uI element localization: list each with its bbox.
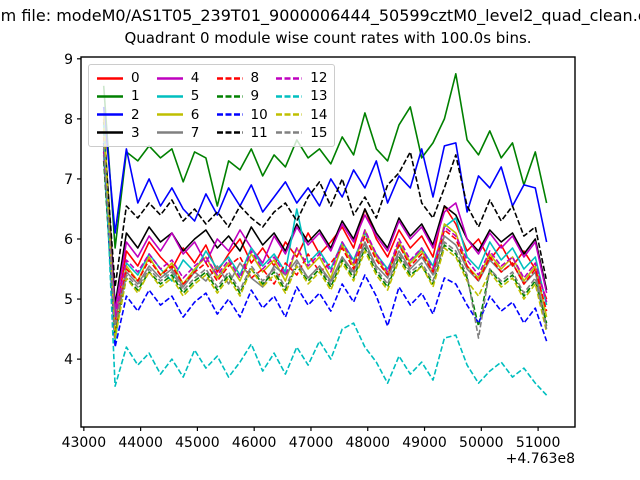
legend-label: 11: [250, 124, 268, 141]
legend-swatch-solid: [156, 95, 183, 98]
y-tick-label: 6: [64, 232, 73, 248]
series-line-8: [102, 136, 548, 330]
x-tick-label: 49000: [402, 435, 447, 451]
legend-label: 10: [250, 106, 268, 123]
legend-swatch-dashed: [216, 131, 243, 135]
legend-swatch-solid: [97, 113, 123, 116]
legend-item-14: 14: [276, 106, 328, 124]
series-line-4: [102, 142, 548, 312]
legend-box: 0 1 2 3 4 5 6 7 8 9 10 11 12 13 14 15: [88, 64, 335, 147]
legend-swatch-dashed: [216, 95, 243, 98]
legend-item-0: 0: [97, 69, 147, 87]
x-tick-label: 43000: [62, 435, 107, 451]
legend-swatch-dashed: [276, 113, 303, 116]
legend-item-5: 5: [156, 87, 207, 105]
legend-item-8: 8: [216, 69, 267, 87]
legend-label: 0: [131, 70, 140, 87]
axes-title: Quadrant 0 module wise count rates with …: [124, 29, 532, 47]
legend-item-12: 12: [276, 69, 328, 87]
y-tick-label: 8: [64, 112, 73, 128]
legend-label: 7: [190, 124, 200, 141]
legend-item-11: 11: [216, 124, 268, 142]
legend-label: 12: [310, 70, 328, 87]
series-line-9: [102, 160, 548, 336]
legend-swatch-dashed: [276, 95, 303, 98]
x-tick-label: 44000: [118, 435, 163, 451]
legend-item-15: 15: [276, 124, 328, 142]
legend-label: 13: [310, 88, 328, 105]
y-tick-label: 4: [64, 352, 73, 368]
legend-label: 2: [131, 106, 140, 123]
legend-label: 3: [131, 124, 140, 141]
legend-item-4: 4: [156, 69, 207, 87]
legend-swatch-solid: [156, 131, 183, 135]
legend-label: 5: [190, 88, 200, 105]
figure-suptitle: From file: modeM0/AS1T05_239T01_90000064…: [0, 6, 640, 25]
legend-item-9: 9: [216, 87, 267, 105]
legend-swatch-solid: [156, 113, 183, 116]
legend-label: 14: [310, 106, 328, 123]
legend-item-13: 13: [276, 87, 328, 105]
x-tick-label: 47000: [289, 435, 334, 451]
series-line-12: [102, 151, 548, 318]
x-axis-offset-label: +4.763e8: [505, 451, 575, 467]
legend-item-1: 1: [97, 87, 147, 105]
series-line-10: [102, 142, 548, 348]
legend-swatch-dashed: [216, 113, 243, 116]
legend-swatch-dashed: [276, 76, 303, 80]
series-line-1: [102, 73, 548, 249]
legend-item-7: 7: [156, 124, 207, 142]
legend-swatch-solid: [97, 131, 123, 135]
legend-label: 15: [310, 124, 328, 141]
x-tick-label: 51000: [516, 435, 561, 451]
series-line-13: [102, 124, 548, 396]
legend-swatch-solid: [97, 95, 123, 98]
y-tick-label: 7: [64, 172, 73, 188]
legend-label: 1: [131, 88, 140, 105]
x-tick-label: 48000: [345, 435, 390, 451]
legend-label: 4: [190, 70, 200, 87]
legend-item-3: 3: [97, 124, 147, 142]
y-tick-label: 9: [64, 52, 73, 68]
axes-spines: [80, 56, 576, 428]
legend-item-10: 10: [216, 106, 268, 124]
legend-swatch-solid: [97, 76, 123, 80]
legend-item-2: 2: [97, 106, 147, 124]
legend-swatch-solid: [156, 76, 183, 80]
series-line-11: [102, 130, 548, 288]
x-tick-label: 50000: [459, 435, 504, 451]
series-line-5: [102, 154, 548, 342]
legend-label: 9: [250, 88, 260, 105]
x-tick-label: 46000: [232, 435, 277, 451]
legend-label: 6: [190, 106, 200, 123]
series-line-14: [102, 127, 548, 339]
legend-item-6: 6: [156, 106, 207, 124]
legend-swatch-dashed: [276, 131, 303, 135]
legend-swatch-dashed: [216, 76, 243, 80]
x-tick-label: 45000: [175, 435, 220, 451]
series-line-15: [102, 145, 548, 339]
legend-label: 8: [250, 70, 260, 87]
y-tick-label: 5: [64, 292, 73, 308]
